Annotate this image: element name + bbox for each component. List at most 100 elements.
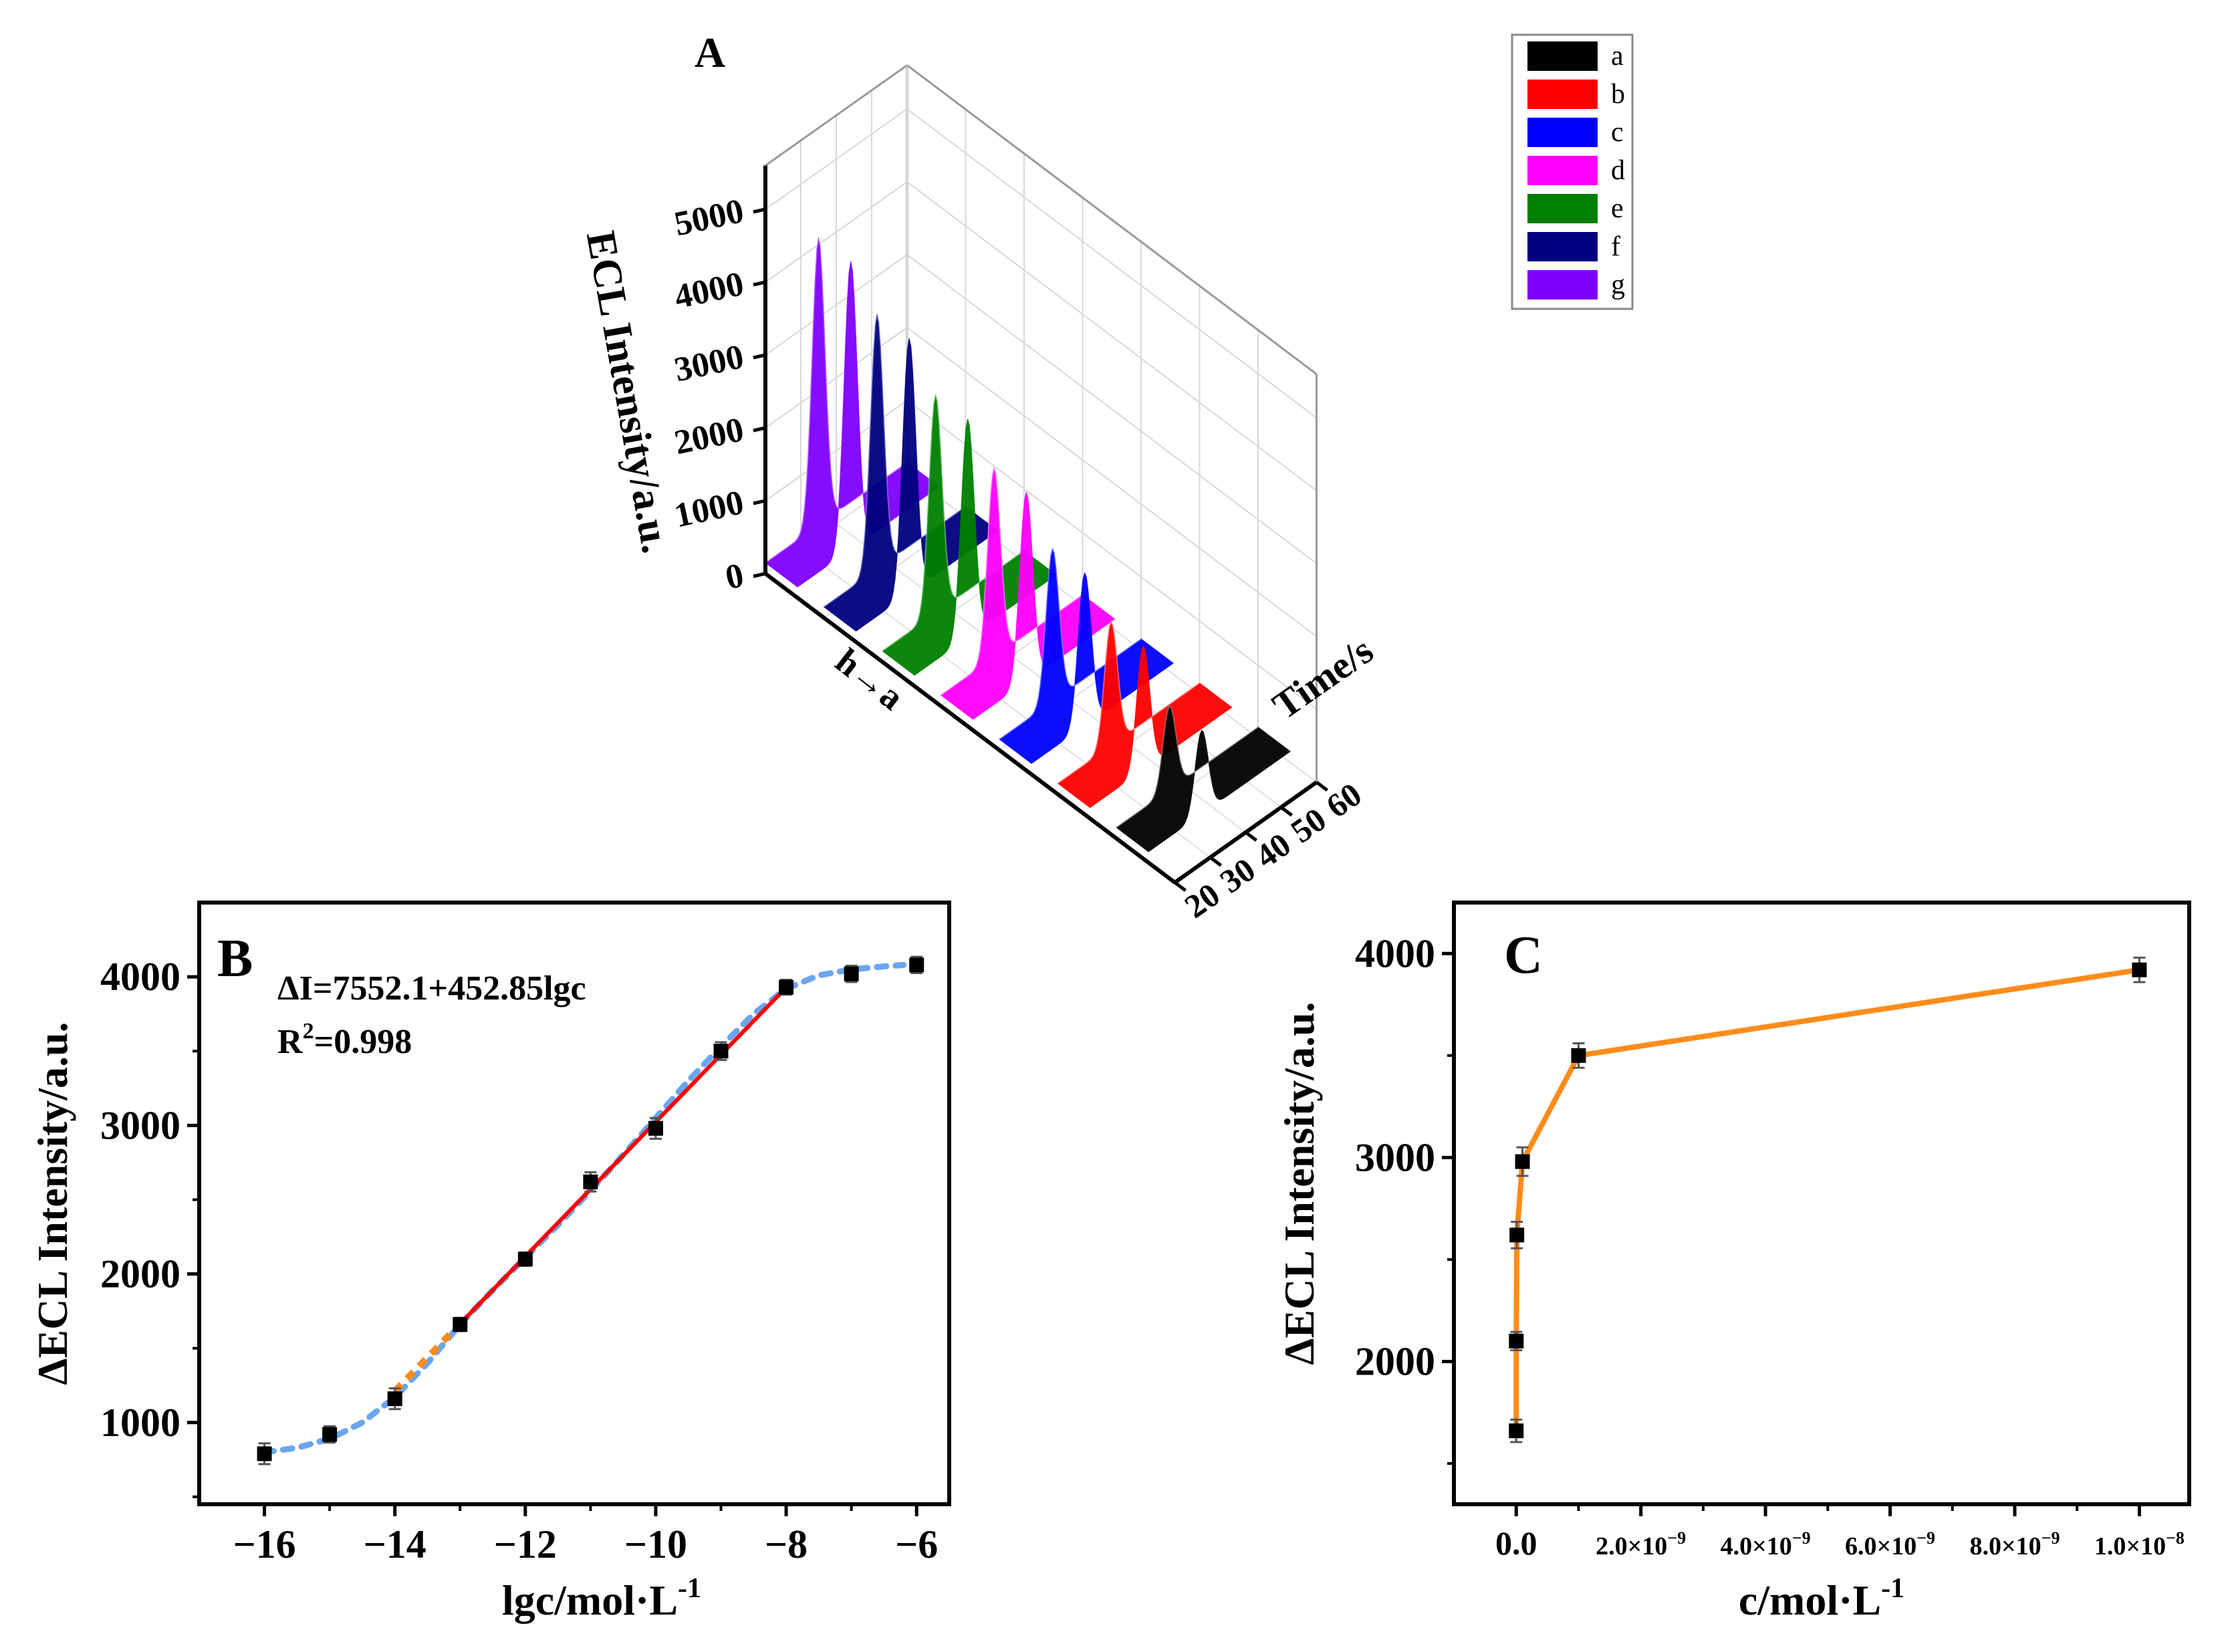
legend-swatch-f — [1527, 232, 1598, 261]
grid-line — [906, 254, 1318, 564]
panel-b-x-axis-label: lgc/mol·L-1 — [502, 1573, 701, 1624]
c-xlabel-sup: -1 — [1881, 1573, 1904, 1604]
legend-label-e: e — [1611, 193, 1624, 224]
b-x-tick-label: −8 — [765, 1522, 808, 1566]
b-xlabel-sup: -1 — [678, 1573, 701, 1604]
legend-label-d: d — [1611, 155, 1625, 186]
c-x-tick-label: 4.0×10−9 — [1721, 1528, 1811, 1560]
c-xlabel-main: c/mol·L — [1739, 1576, 1881, 1624]
z-tick-label: 3000 — [671, 338, 747, 389]
panel-c-label: C — [1504, 926, 1543, 985]
c-y-tick-label: 2000 — [1355, 1339, 1435, 1383]
c-data-point — [1509, 1333, 1524, 1348]
ribbon-c — [999, 547, 1174, 764]
b-data-point — [517, 1252, 533, 1267]
ribbon-edge-c — [999, 546, 1142, 740]
c-x-tick-label: 0.0 — [1495, 1524, 1537, 1562]
c-data-point — [1509, 1423, 1524, 1439]
b-y-tick-label: 1000 — [100, 1401, 180, 1445]
ribbon-edge-b — [1057, 620, 1201, 784]
z-tick — [753, 499, 766, 505]
b-y-tick-label: 2000 — [100, 1252, 180, 1296]
b-data-point — [909, 957, 924, 973]
c-x-tick-exp: −9 — [2041, 1528, 2060, 1548]
b-x-tick-label: −6 — [895, 1522, 938, 1566]
panel-c-y-axis-label: ΔECL Intensity/a.u. — [1275, 1001, 1323, 1365]
b-x-tick-label: −16 — [233, 1522, 295, 1566]
legend-swatch-c — [1527, 118, 1598, 147]
grid-line — [906, 327, 1318, 637]
panel-c-lines — [1513, 967, 2140, 1431]
b-xlabel-main: lgc/mol·L — [502, 1576, 678, 1624]
c-x-tick-base: 0.0 — [1495, 1524, 1537, 1562]
panel-b-y-axis-label: ΔECL Intensity/a.u. — [29, 1022, 76, 1385]
grid-line — [765, 64, 908, 166]
b-linear-extension — [392, 1321, 463, 1394]
z-tick-label: 2000 — [671, 410, 747, 462]
b-data-point — [453, 1317, 468, 1332]
z-tick — [753, 572, 766, 578]
z-tick — [753, 207, 766, 214]
z-tick-label: 0 — [722, 556, 747, 597]
c-data-point — [1509, 1227, 1525, 1243]
c-x-tick-label: 6.0×10−9 — [1845, 1528, 1935, 1560]
panel-a-label: A — [695, 29, 725, 76]
legend-swatch-b — [1527, 80, 1598, 109]
legend-label-b: b — [1611, 79, 1625, 110]
b-x-tick-label: −14 — [364, 1522, 426, 1566]
z-tick-label: 4000 — [671, 265, 747, 316]
time-tick-label: 50 — [1284, 800, 1333, 850]
c-y-tick-label: 3000 — [1355, 1135, 1435, 1179]
time-tick — [1245, 831, 1257, 842]
grid-line — [765, 327, 908, 429]
panel-b-equation: ΔI=7552.1+452.85lgc — [277, 969, 586, 1008]
ribbon-a — [1116, 705, 1291, 852]
panel-a-y-axis-label: ECL Intensity/a.u. — [578, 228, 679, 557]
legend-label-f: f — [1611, 231, 1620, 262]
b-data-point — [387, 1391, 402, 1407]
depth-axis-line — [764, 572, 1177, 884]
time-tick — [1280, 806, 1293, 817]
c-x-tick-label: 2.0×10−9 — [1596, 1528, 1686, 1560]
c-x-tick-base: 1.0×10 — [2094, 1532, 2166, 1560]
time-tick — [1174, 881, 1187, 892]
c-data-point — [2132, 962, 2147, 977]
time-tick-label: 60 — [1320, 775, 1368, 825]
panel-c-points — [1509, 956, 2147, 1443]
time-tick-label: 20 — [1178, 875, 1227, 925]
panel-a-z-ticks: 0 1000 2000 3000 4000 5000 — [671, 192, 766, 597]
ribbon-d — [940, 467, 1116, 720]
b-data-point — [779, 979, 794, 995]
ribbon-b — [1057, 620, 1233, 808]
grid-line — [906, 400, 1318, 710]
legend-label-g: g — [1611, 269, 1625, 300]
legend-label-c: c — [1611, 117, 1624, 148]
b-x-tick-label: −10 — [624, 1522, 687, 1566]
panel-b-label: B — [217, 929, 253, 988]
panel-c-x-axis-label: c/mol·L-1 — [1739, 1573, 1904, 1624]
panel-b-points — [257, 955, 924, 1465]
c-line — [1513, 967, 2140, 1431]
time-tick — [1209, 856, 1222, 867]
r2-sup: 2 — [303, 1019, 314, 1044]
panel-a-ribbons — [765, 237, 1291, 852]
time-tick-label: 30 — [1213, 850, 1262, 901]
z-tick-label: 1000 — [671, 483, 747, 535]
c-x-tick-base: 2.0×10 — [1596, 1532, 1667, 1560]
panel-b-scatter-chart: −16 −14 −12 −10 −8 −6 1000 2000 3000 4000 B ΔI=75… — [29, 901, 951, 1624]
panel-b-r2: R2=0.998 — [277, 1019, 412, 1061]
c-x-tick-label: 1.0×10−8 — [2094, 1528, 2185, 1560]
grid-line — [906, 64, 1318, 375]
grid-line — [765, 254, 908, 356]
b-data-point — [844, 966, 859, 981]
legend-label-a: a — [1611, 41, 1624, 72]
b-x-tick-label: −12 — [494, 1522, 557, 1566]
z-tick — [753, 353, 766, 360]
legend-swatch-d — [1527, 156, 1598, 185]
r2-prefix: R — [277, 1023, 303, 1061]
c-x-tick-base: 8.0×10 — [1969, 1532, 2041, 1560]
